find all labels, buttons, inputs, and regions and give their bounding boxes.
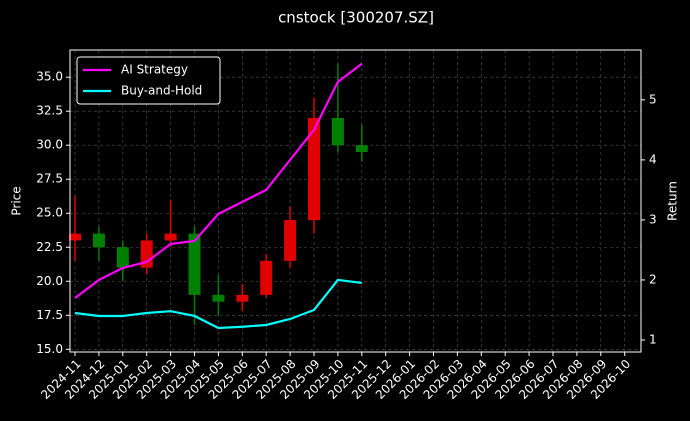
candle-body xyxy=(116,247,129,268)
y2-tick-label: 3 xyxy=(649,212,657,226)
plot-frame xyxy=(69,49,642,353)
candle-body xyxy=(284,220,297,261)
candle-body xyxy=(188,233,201,295)
y-tick-label: 32.5 xyxy=(36,104,63,118)
y2-tick-label: 1 xyxy=(649,332,657,346)
legend-label: AI Strategy xyxy=(121,63,188,77)
y-tick-label: 15.0 xyxy=(36,342,63,356)
legend: AI Strategy Buy-and-Hold xyxy=(76,56,221,105)
y-tick-label: 25.0 xyxy=(36,206,63,220)
y-tick-label: 35.0 xyxy=(36,70,63,84)
y2-tick-label: 4 xyxy=(649,152,657,166)
line-series xyxy=(74,62,363,299)
line-series xyxy=(74,278,362,330)
candle-body xyxy=(212,294,225,302)
candle-body xyxy=(69,233,81,241)
y-tick-label: 30.0 xyxy=(36,138,63,152)
legend-label: Buy-and-Hold xyxy=(121,84,202,98)
candle-body xyxy=(260,260,273,295)
candle-body xyxy=(92,233,105,248)
y-tick-label: 20.0 xyxy=(36,274,63,288)
y-tick-label: 22.5 xyxy=(36,240,63,254)
candle-body xyxy=(164,233,177,241)
candle-body xyxy=(331,118,344,146)
candle-body xyxy=(236,294,249,302)
y2-tick-label: 5 xyxy=(649,92,657,106)
y-tick-label: 27.5 xyxy=(36,172,63,186)
candle-body xyxy=(308,118,320,221)
candle-body xyxy=(355,145,368,153)
y-tick-label: 17.5 xyxy=(36,308,63,322)
y2-tick-label: 2 xyxy=(649,272,657,286)
y-axis-label: Price xyxy=(10,186,24,215)
chart-title: cnstock [300207.SZ] xyxy=(278,9,434,27)
y2-axis-label: Return xyxy=(666,181,680,221)
legend-box xyxy=(76,56,221,105)
